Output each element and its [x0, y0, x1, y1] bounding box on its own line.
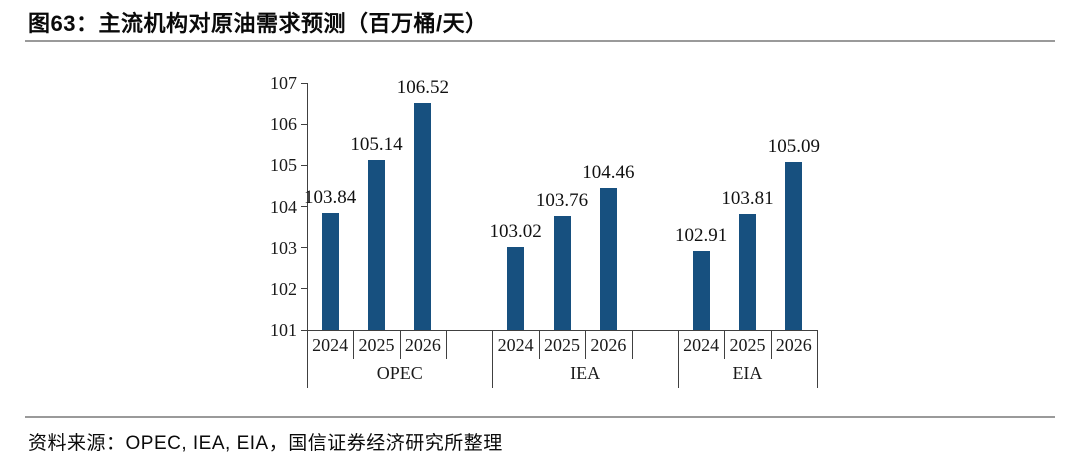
bar-value-label: 103.76	[535, 190, 589, 212]
bar	[785, 161, 803, 330]
bar-value-label: 103.02	[489, 220, 542, 242]
year-label: 2024	[683, 335, 720, 355]
y-axis-label: 107	[270, 73, 297, 93]
bar	[414, 102, 432, 330]
year-separator	[585, 330, 587, 359]
group-label: IEA	[570, 363, 601, 383]
bar-value-label: 105.09	[767, 135, 820, 157]
y-axis-label: 104	[270, 196, 297, 217]
bar-value-label: 102.91	[674, 225, 728, 247]
bar-value-label: 103.81	[721, 188, 774, 210]
y-axis-label: 106	[270, 114, 297, 135]
bar-chart: 101 102 103 104 105 106 107 103.84 2024 105.14 202…	[270, 73, 820, 388]
y-axis-tick	[301, 206, 307, 207]
group-label: EIA	[732, 363, 763, 383]
group-boundary	[307, 330, 308, 388]
bar-value-label: 104.46	[582, 161, 635, 183]
bar-value-label: 106.52	[396, 76, 450, 98]
y-axis-tick	[301, 82, 307, 84]
title-divider	[25, 40, 1055, 42]
group-boundary	[492, 330, 494, 388]
bar	[321, 213, 339, 330]
group-label: OPEC	[376, 363, 423, 383]
y-axis-tick	[301, 329, 307, 331]
source-text: 资料来源：OPEC, IEA, EIA，国信证券经济研究所整理	[28, 433, 503, 454]
y-axis-tick	[301, 247, 307, 249]
year-separator	[631, 330, 633, 359]
year-separator	[353, 330, 355, 359]
year-separator	[724, 330, 726, 359]
year-label: 2026	[775, 335, 812, 355]
footer-divider	[25, 416, 1055, 418]
year-label: 2026	[404, 335, 441, 355]
group-boundary	[677, 330, 679, 388]
bar	[368, 159, 386, 330]
bar	[692, 251, 710, 330]
bar	[553, 216, 571, 330]
y-axis-label: 101	[270, 320, 297, 340]
year-separator	[538, 330, 540, 359]
y-axis-tick	[301, 164, 307, 166]
year-separator	[446, 330, 448, 359]
y-axis-label: 102	[270, 278, 297, 299]
y-axis-tick	[301, 123, 307, 125]
year-label: 2024	[497, 335, 534, 355]
year-separator	[770, 330, 772, 359]
year-label: 2026	[590, 335, 627, 355]
bar	[738, 214, 756, 330]
year-separator	[399, 330, 401, 359]
x-axis-line	[307, 330, 818, 331]
y-axis-tick	[301, 288, 307, 290]
year-label: 2025	[543, 335, 580, 355]
bar-value-label: 105.14	[350, 133, 403, 155]
year-label: 2024	[312, 335, 349, 355]
year-label: 2025	[358, 335, 395, 355]
y-axis-label: 105	[270, 155, 297, 176]
bar-value-label: 103.84	[304, 187, 357, 209]
group-boundary	[817, 330, 818, 388]
y-axis-label: 103	[270, 237, 297, 258]
bar	[507, 246, 525, 330]
year-label: 2025	[729, 335, 766, 355]
figure-title: 图63：主流机构对原油需求预测（百万桶/天）	[28, 11, 488, 36]
y-axis-line	[307, 83, 308, 330]
bar	[599, 187, 617, 330]
